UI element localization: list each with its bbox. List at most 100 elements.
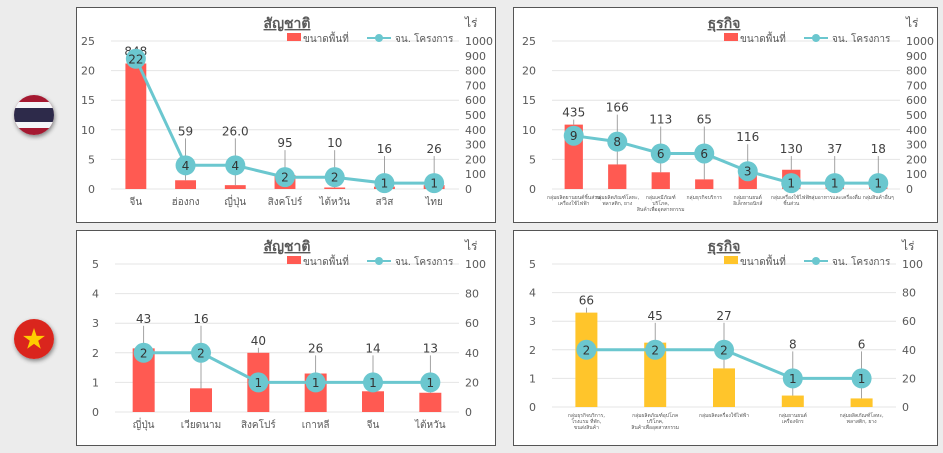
bar-data-label: 18 (871, 142, 886, 156)
bar-data-label: 40 (251, 334, 266, 348)
bar (125, 63, 147, 189)
x-tick-label-line: กลุ่มผลิตภัณฑ์อุปโภค (632, 412, 678, 419)
y-tick-label: 5 (88, 153, 95, 166)
line-marker (782, 368, 803, 389)
chart-svg: 0510152025010020030040050060070080090010… (81, 16, 493, 208)
y2-tick-label: 100 (465, 258, 486, 271)
y-tick-label: 0 (529, 183, 536, 196)
bar (175, 180, 197, 189)
line-data-label: 1 (789, 372, 797, 386)
line-marker (420, 372, 441, 393)
x-tick-label: กลุ่มผลิตภัณฑ์โลหะ,พลาสติก, ยาง (840, 412, 884, 425)
line-marker (133, 342, 154, 363)
x-tick-label-line: สินค้าเพื่ออุตสาหกรรม (631, 424, 679, 431)
x-tick-label: ฮ่องกง (172, 197, 200, 208)
x-tick-label-line: บริโภค, (652, 200, 669, 207)
y2-tick-label: 700 (465, 79, 486, 92)
line-marker (248, 372, 269, 393)
y2-tick-label: 0 (902, 401, 909, 414)
y-tick-label: 4 (92, 288, 99, 301)
y2-tick-label: 100 (902, 258, 923, 271)
bar (362, 391, 384, 412)
line-data-label: 1 (381, 177, 389, 191)
line-data-label: 1 (255, 376, 263, 390)
x-tick-label: สวิส (376, 197, 394, 208)
x-tick-label-line: กลุ่มยานยนต์ (734, 194, 762, 201)
y2-unit-label: ไร่ (464, 16, 478, 30)
y-tick-label: 10 (81, 124, 95, 137)
y-tick-label: 4 (529, 287, 536, 300)
line-data-label: 4 (231, 159, 239, 173)
chart-svg: 0510152025010020030040050060070080090010… (522, 16, 934, 213)
x-tick-label-line: กลุ่มผลิตภัณฑ์โลหะ, (840, 412, 884, 419)
line-data-label: 1 (430, 177, 438, 191)
line-data-label: 3 (744, 165, 752, 179)
line-marker (125, 48, 146, 69)
bar-data-label: 95 (277, 136, 292, 150)
line-marker (737, 161, 758, 182)
legend-bar-swatch (287, 33, 301, 41)
bar (324, 187, 346, 189)
y2-tick-label: 80 (902, 287, 916, 300)
y2-tick-label: 200 (906, 153, 927, 166)
chart-panel-thailand-business: 0 5 10 15 20 25 0 100 200 300 400 500 600 700 800 900 10… (513, 7, 938, 223)
legend-line-marker (812, 34, 820, 42)
legend-line-label: จน. โครงการ (832, 32, 891, 45)
y2-tick-label: 100 (465, 168, 486, 181)
y-tick-label: 2 (529, 344, 536, 357)
x-tick-label: ไทย (424, 196, 442, 208)
legend-line-label: จน. โครงการ (395, 255, 454, 268)
bar-data-label: 26.0 (222, 124, 249, 138)
x-tick-label: สิงคโปร์ (241, 418, 276, 431)
bar (781, 395, 804, 407)
bar-data-label: 166 (606, 101, 629, 115)
line-data-label: 1 (312, 376, 320, 390)
thailand-flag-icon (14, 95, 54, 135)
bar-data-label: 435 (562, 106, 585, 120)
bar-data-label: 59 (178, 124, 193, 138)
line-data-label: 1 (427, 376, 435, 390)
bar-data-label: 6 (858, 337, 866, 351)
chart-panel-vietnam-business: 0 1 2 3 4 5 0 20 40 60 80 100 ไร่ ธุรกิจ ขนาดพื้นที่ จน… (513, 230, 938, 446)
legend-bar-label: ขนาดพื้นที่ (303, 254, 349, 268)
y2-tick-label: 600 (465, 94, 486, 107)
y-tick-label: 5 (92, 258, 99, 271)
x-tick-label-line: สินค้าเพื่ออุตสาหกรรม (637, 206, 685, 213)
line-data-label: 2 (720, 343, 728, 357)
line-marker (851, 368, 872, 389)
bar-data-label: 26 (308, 341, 323, 355)
legend-line-label: จน. โครงการ (395, 32, 454, 45)
y2-tick-label: 40 (902, 344, 916, 357)
x-tick-label: จีน (367, 419, 380, 431)
legend-line-marker (812, 257, 820, 265)
y-tick-label: 15 (522, 94, 536, 107)
bar-data-label: 14 (365, 341, 380, 355)
y-tick-label: 2 (92, 347, 99, 360)
line-marker (824, 173, 845, 194)
y2-tick-label: 100 (906, 168, 927, 181)
line-marker (305, 372, 326, 393)
bar (651, 172, 670, 189)
x-tick-label: กลุ่มผลิตภัณฑ์โลหะ,พลาสติก, ยาง (595, 194, 639, 207)
line-marker (694, 143, 715, 164)
y-tick-label: 3 (529, 315, 536, 328)
chart-title: ธุรกิจ (708, 239, 741, 255)
line-marker (424, 173, 445, 194)
x-tick-label-line: กลุ่มเคมีภัณฑ์ (646, 194, 676, 201)
line-data-label: 2 (140, 346, 148, 360)
y2-tick-label: 700 (906, 79, 927, 92)
legend-line-marker (375, 34, 383, 42)
bar (132, 348, 155, 412)
legend-bar-label: ขนาดพื้นที่ (303, 31, 349, 45)
y-tick-label: 5 (529, 153, 536, 166)
x-tick-label: กลุ่มผลิตเครื่องใช้ไฟฟ้า (699, 412, 749, 419)
x-tick-label: ญี่ปุ่น (133, 417, 155, 431)
line-data-label: 1 (858, 372, 866, 386)
bar (224, 185, 246, 189)
line-marker (324, 167, 345, 188)
line-marker (576, 339, 597, 360)
y2-tick-label: 400 (906, 124, 927, 137)
y-tick-label: 0 (92, 406, 99, 419)
bar-data-label: 113 (649, 112, 672, 126)
x-tick-label: ไต้หวัน (318, 196, 350, 208)
